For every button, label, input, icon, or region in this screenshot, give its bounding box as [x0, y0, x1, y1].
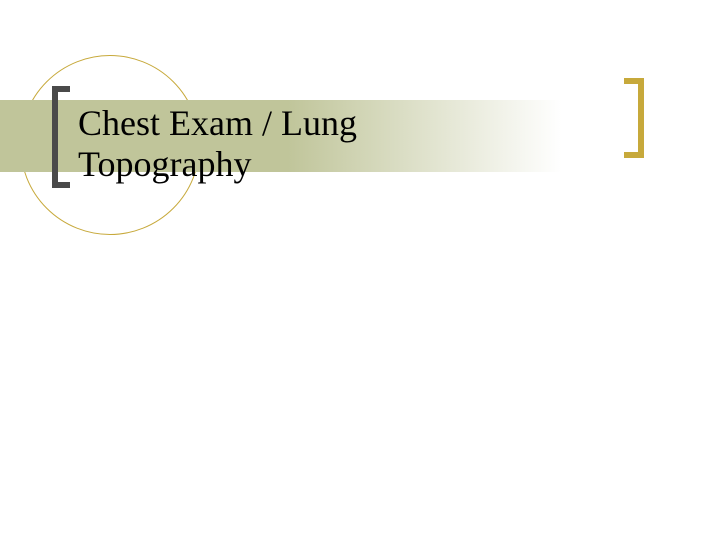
- right-bracket-icon: [624, 78, 644, 158]
- left-bracket-icon: [52, 86, 70, 188]
- slide-title: Chest Exam / Lung Topography: [78, 103, 438, 186]
